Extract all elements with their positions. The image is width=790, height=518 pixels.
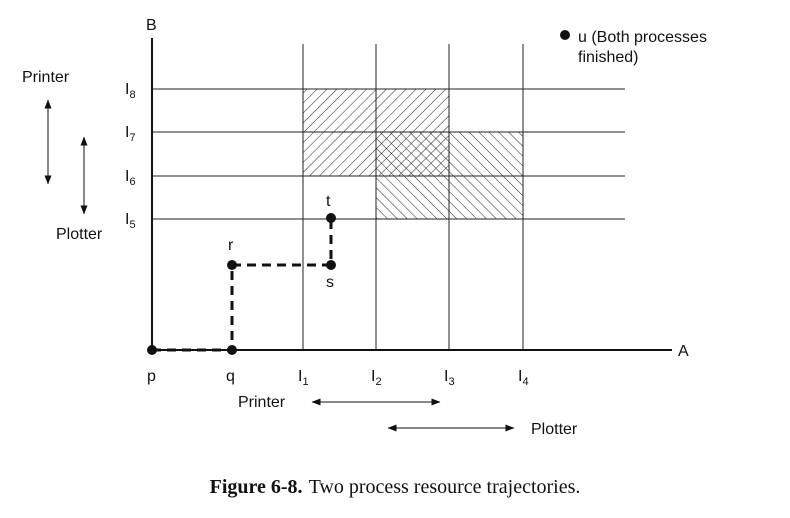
point-q-dot	[227, 345, 237, 355]
point-s-dot	[326, 260, 336, 270]
point-s-label: s	[326, 274, 334, 291]
point-t-dot	[326, 213, 336, 223]
point-t-label: t	[326, 193, 331, 210]
trajectory-path	[152, 218, 333, 352]
x-axis-label: A	[678, 343, 689, 360]
x-tick-p: p	[147, 368, 156, 385]
x-resource-spans: Printer Plotter	[238, 394, 578, 438]
y-tick-i6: I6	[125, 168, 136, 188]
y-tick-labels: I8 I7 I6 I5	[125, 81, 136, 231]
legend-dot	[560, 30, 570, 40]
point-r-dot	[227, 260, 237, 270]
x-tick-i1: I1	[298, 368, 309, 388]
x-printer-label: Printer	[238, 394, 286, 411]
y-resource-spans: Printer Plotter	[22, 69, 103, 243]
y-printer-label: Printer	[22, 69, 70, 86]
point-r-label: r	[228, 237, 234, 254]
x-tick-labels: p q I1 I2 I3 I4	[147, 368, 529, 388]
y-axis-label: B	[146, 17, 157, 34]
trajectory: r s t	[147, 193, 336, 355]
y-tick-i8: I8	[125, 81, 136, 101]
x-plotter-label: Plotter	[531, 421, 578, 438]
figure-caption-text: Two process resource trajectories.	[308, 476, 581, 498]
figure-number: Figure 6-8.	[209, 476, 303, 498]
legend: u (Both processes finished)	[560, 29, 707, 66]
x-tick-i4: I4	[518, 368, 529, 388]
x-tick-i3: I3	[444, 368, 455, 388]
grid-lines	[152, 44, 625, 350]
point-p-dot	[147, 345, 157, 355]
x-tick-i2: I2	[371, 368, 382, 388]
legend-line-2: finished)	[578, 49, 638, 66]
x-tick-q: q	[226, 368, 235, 385]
axes: B A	[146, 17, 689, 360]
y-tick-i5: I5	[125, 211, 136, 231]
y-plotter-label: Plotter	[56, 226, 103, 243]
legend-line-1: u (Both processes	[578, 29, 707, 46]
figure-caption: Figure 6-8. Two process resource trajecto…	[0, 476, 790, 499]
y-tick-i7: I7	[125, 124, 136, 144]
